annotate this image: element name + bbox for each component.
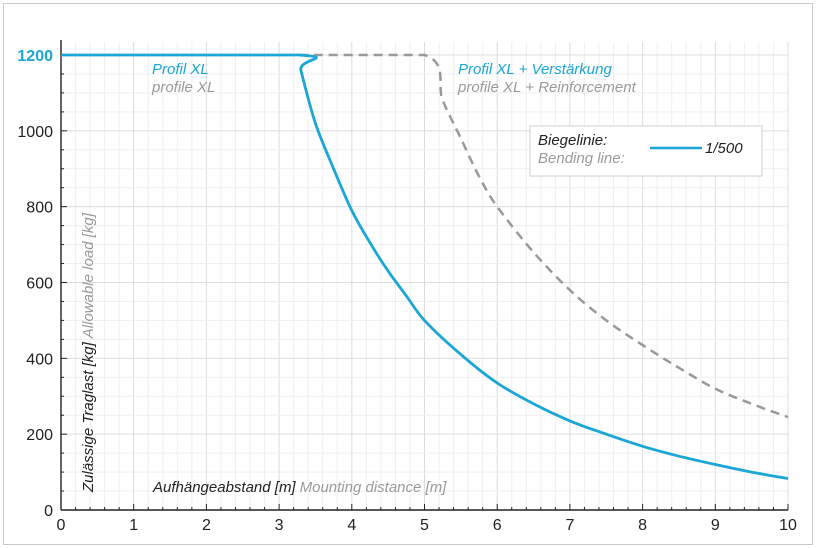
x-tick-label: 9 [711, 517, 720, 534]
series-lines [61, 53, 789, 480]
y-axis-ticks: 0 200 400 600 800 1000 1200 [17, 48, 53, 520]
legend-title: Biegelinie: [538, 132, 607, 149]
legend-title-en: Bending line: [538, 150, 625, 167]
x-axis-ticks: 0 1 2 3 4 5 6 7 8 9 10 [57, 517, 797, 534]
y-tick-label: 200 [26, 427, 53, 444]
x-axis-label-de: Aufhängeabstand [m] [152, 479, 296, 496]
y-axis-label-de: Zulässige Traglast [kg] [80, 341, 97, 493]
x-axis-label-en: Mounting distance [m] [300, 479, 448, 496]
x-tick-label: 0 [57, 517, 66, 534]
y-tick-label: 600 [26, 276, 53, 293]
x-tick-label: 7 [565, 517, 574, 534]
x-tick-label: 3 [275, 517, 284, 534]
y-axis-label: Zulässige Traglast [kg] Allowable load [k… [80, 212, 97, 493]
y-tick-label: 400 [26, 351, 53, 368]
grid [60, 42, 789, 510]
x-tick-label: 10 [779, 517, 797, 534]
legend: Biegelinie: Bending line: 1/500 [529, 125, 763, 177]
chart-frame [3, 3, 813, 545]
x-tick-label: 5 [420, 517, 429, 534]
series-label-profil-xl-verstaerkung: Profil XL + Verstärkung [458, 61, 612, 78]
x-tick-label: 4 [347, 517, 356, 534]
x-tick-label: 8 [638, 517, 647, 534]
axes [60, 40, 789, 511]
y-axis-label-en: Allowable load [kg] [80, 212, 97, 339]
y-tick-label: 1000 [17, 124, 53, 141]
series-line-profil-xl-verstaerkung [298, 53, 789, 419]
x-tick-label: 2 [202, 517, 211, 534]
series-label-profile-xl-reinforcement-en: profile XL + Reinforcement [457, 79, 637, 96]
legend-entry: 1/500 [705, 140, 743, 157]
x-axis-label: Aufhängeabstand [m] Mounting distance [m] [152, 479, 447, 496]
x-tick-label: 1 [129, 517, 138, 534]
x-tick-label: 6 [493, 517, 502, 534]
series-line-profil-xl [61, 53, 789, 480]
series-label-profil-xl: Profil XL [152, 61, 209, 78]
y-tick-label: 800 [26, 200, 53, 217]
legend-box [529, 125, 763, 177]
series-label-profile-xl-en: profile XL [151, 79, 215, 96]
y-tick-label: 0 [44, 503, 53, 520]
y-tick-label-highlight: 1200 [17, 48, 53, 65]
